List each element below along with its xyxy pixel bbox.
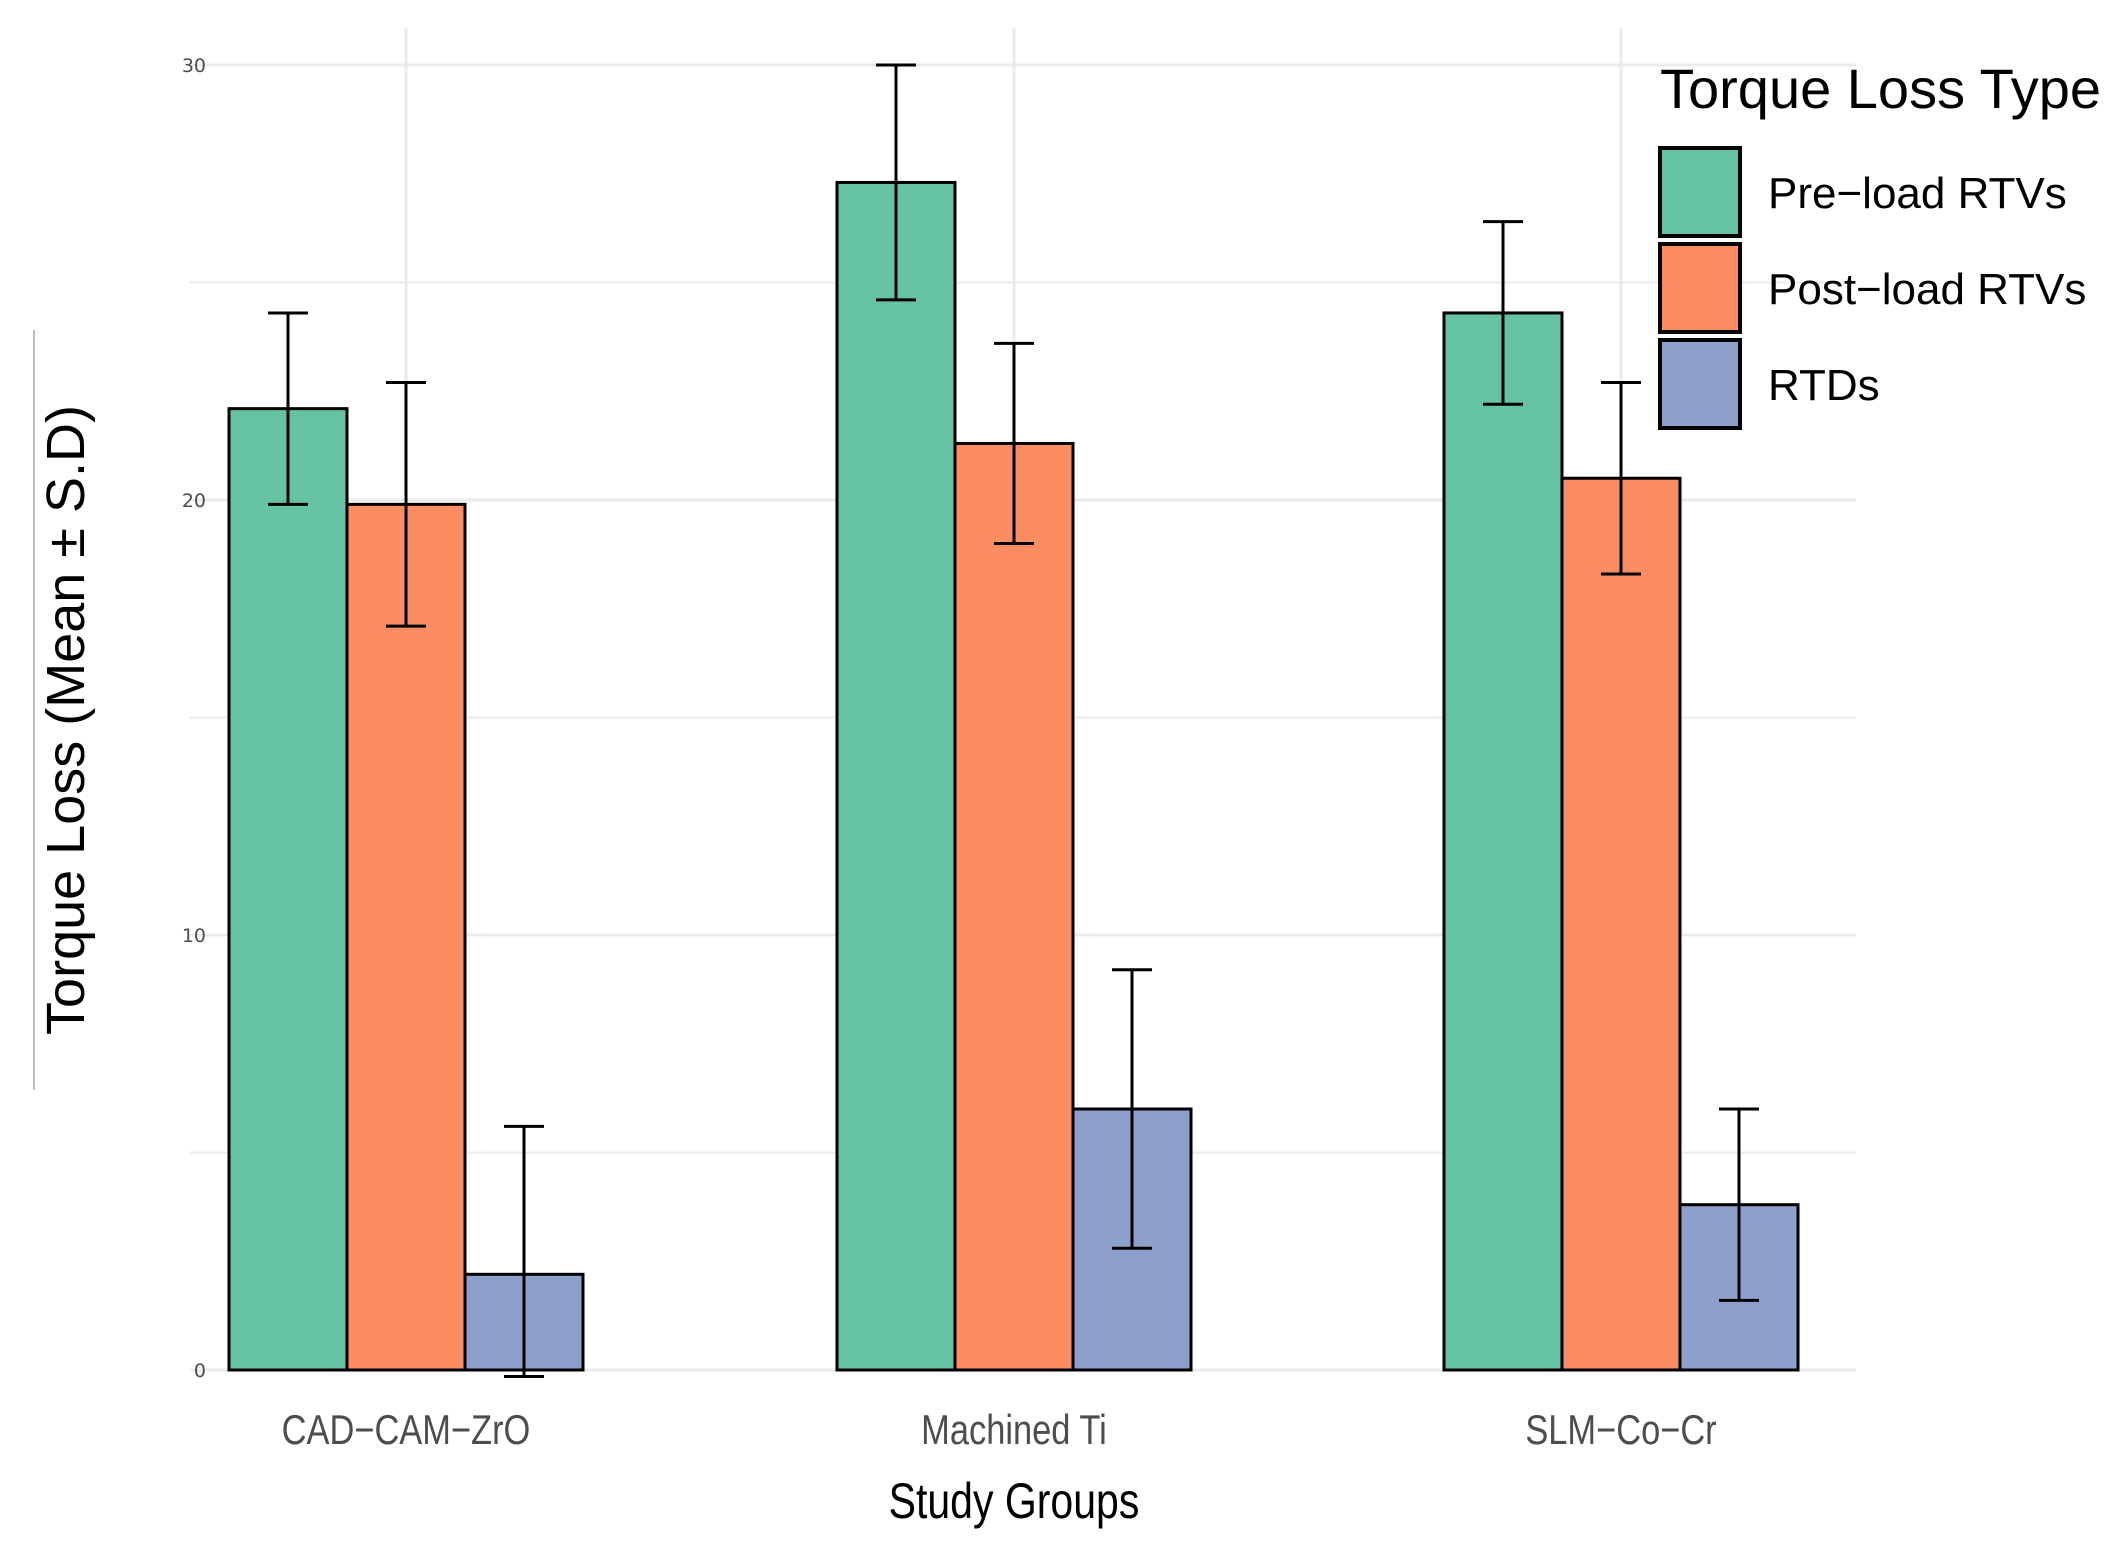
error-bars	[268, 63, 1759, 1379]
bar	[1560, 476, 1682, 1372]
y-axis-title: Torque Loss (Mean ± S.D)	[36, 405, 96, 1035]
legend-label: RTDs	[1768, 361, 1880, 410]
legend-key	[1658, 242, 1742, 334]
bar	[345, 502, 467, 1372]
x-axis-ticks: CAD−CAM−ZrO Machined Ti SLM−Co−Cr	[282, 1407, 1717, 1454]
legend: Torque Loss Type Pre−load RTVs Post−load …	[1658, 57, 2101, 430]
error-bar	[386, 381, 426, 628]
legend-label: Post−load RTVs	[1768, 265, 2086, 314]
y-tick-label: 10	[182, 925, 206, 947]
bar	[835, 180, 957, 1372]
y-tick-label: 20	[182, 490, 206, 512]
legend-title: Torque Loss Type	[1660, 57, 2101, 120]
x-tick-label: CAD−CAM−ZrO	[282, 1407, 531, 1454]
error-bar	[268, 311, 308, 506]
bar	[953, 441, 1075, 1372]
bar	[227, 407, 349, 1372]
x-axis-title: Study Groups	[889, 1473, 1140, 1529]
y-axis-ticks: 0 10 20 30	[182, 55, 206, 1382]
legend-key	[1658, 338, 1742, 430]
error-bar	[1483, 220, 1523, 406]
legend-key	[1658, 146, 1742, 238]
bars	[227, 180, 1800, 1372]
y-tick-label: 0	[194, 1360, 206, 1382]
error-bar	[1112, 968, 1152, 1250]
error-bar	[1719, 1107, 1759, 1302]
x-tick-label: SLM−Co−Cr	[1525, 1407, 1717, 1454]
y-tick-label: 30	[182, 55, 206, 77]
bar	[1442, 311, 1564, 1372]
legend-label: Pre−load RTVs	[1768, 169, 2067, 218]
error-bar	[876, 63, 916, 302]
x-tick-label: Machined Ti	[921, 1407, 1107, 1454]
legend-items: Pre−load RTVs Post−load RTVs RTDs	[1658, 146, 2086, 430]
error-bar	[1601, 381, 1641, 576]
error-bar	[994, 341, 1034, 545]
error-bar	[504, 1124, 544, 1379]
